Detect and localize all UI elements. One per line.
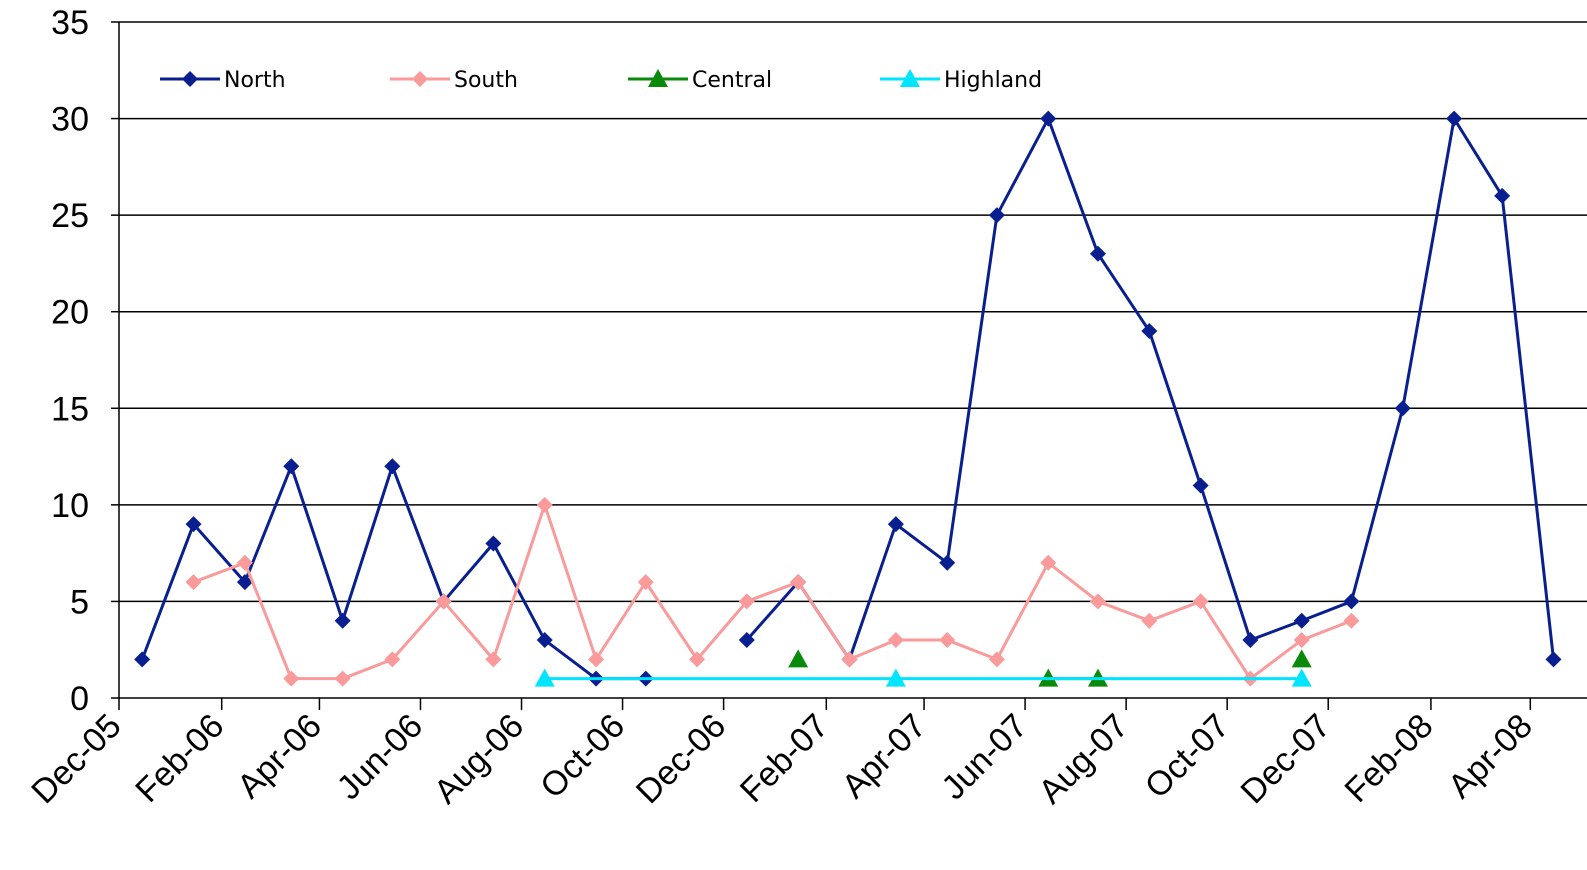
data-point (1293, 612, 1310, 629)
data-point (887, 632, 904, 649)
x-tick-label: Feb-08 (1338, 707, 1441, 810)
axes (111, 21, 1587, 710)
legend-marker (900, 69, 920, 87)
data-point (988, 651, 1005, 668)
data-point (1040, 110, 1057, 127)
legend-label: Central (692, 68, 772, 93)
y-tick-label: 30 (51, 101, 89, 139)
data-point (885, 668, 906, 687)
y-tick-label: 15 (51, 390, 89, 428)
data-point (283, 670, 300, 687)
data-point (384, 651, 401, 668)
data-point (588, 651, 605, 668)
x-tick-label: Dec-06 (629, 707, 733, 811)
x-tick-label: Feb-06 (128, 707, 231, 810)
data-point (738, 593, 755, 610)
x-tick-label: Aug-06 (427, 707, 531, 811)
legend-marker (648, 69, 668, 87)
data-point (1089, 245, 1106, 262)
legend-label: Highland (944, 68, 1042, 93)
legend-item-central: Central (628, 68, 772, 93)
legend-label: South (454, 68, 518, 93)
data-point (887, 516, 904, 533)
x-tick-label: Dec-07 (1233, 707, 1337, 811)
data-point (841, 651, 858, 668)
y-tick-label: 0 (70, 680, 89, 718)
x-tick-label: Aug-07 (1031, 707, 1135, 811)
data-point (1293, 632, 1310, 649)
y-tick-label: 35 (51, 4, 89, 42)
data-point (1040, 554, 1057, 571)
data-point (1343, 612, 1360, 629)
data-point (1141, 612, 1158, 629)
data-point (1545, 651, 1562, 668)
x-tick-label: Jun-06 (330, 707, 430, 807)
data-point (236, 554, 253, 571)
data-point (435, 593, 452, 610)
series-south (185, 496, 1360, 687)
data-point (738, 632, 755, 649)
legend-item-highland: Highland (880, 68, 1042, 93)
data-point (1291, 649, 1312, 668)
series-highland (534, 668, 1312, 687)
data-point (788, 649, 809, 668)
data-point (1089, 593, 1106, 610)
x-tick-label: Apr-07 (835, 707, 934, 806)
x-tick-label: Jun-07 (934, 707, 1034, 807)
data-point (988, 207, 1005, 224)
y-tick-label: 10 (51, 487, 89, 525)
x-tick-label: Feb-07 (733, 707, 836, 810)
data-point (334, 670, 351, 687)
data-point (236, 574, 253, 591)
data-point (185, 516, 202, 533)
data-point (1343, 593, 1360, 610)
data-point (1291, 668, 1312, 687)
data-point (534, 668, 555, 687)
x-tick-label: Dec-05 (24, 707, 128, 811)
gridlines (119, 21, 1587, 603)
series-north (134, 110, 1562, 687)
y-axis-tick-labels: 0 5 10 15 20 25 30 35 (51, 4, 89, 718)
data-point (1192, 593, 1209, 610)
data-point (485, 535, 502, 552)
data-point (1141, 323, 1158, 340)
legend-item-north: North (160, 68, 286, 93)
legend-marker (182, 71, 198, 87)
data-point (1494, 187, 1511, 204)
series-line (193, 503, 1352, 681)
data-point (134, 651, 151, 668)
legend-marker (412, 71, 428, 87)
data-point (939, 554, 956, 571)
x-tick-label: Oct-07 (1138, 707, 1237, 806)
series-central (788, 649, 1312, 687)
legend-label: North (224, 68, 286, 93)
data-point (485, 651, 502, 668)
x-tick-label: Oct-06 (533, 707, 632, 806)
data-point (790, 574, 807, 591)
data-point (1192, 477, 1209, 494)
data-point (1242, 632, 1259, 649)
y-tick-label: 5 (70, 583, 89, 621)
data-point (536, 632, 553, 649)
data-point (283, 458, 300, 475)
data-point (637, 574, 654, 591)
y-tick-label: 20 (51, 294, 89, 332)
data-point (334, 612, 351, 629)
x-tick-label: Apr-06 (230, 707, 329, 806)
series-layer (134, 110, 1562, 687)
y-tick-label: 25 (51, 197, 89, 235)
data-point (689, 651, 706, 668)
data-point (1446, 110, 1463, 127)
x-tick-label: Apr-08 (1441, 707, 1540, 806)
data-point (939, 632, 956, 649)
data-point (536, 496, 553, 513)
legend: North South Central Highland (160, 68, 1042, 93)
data-point (1394, 400, 1411, 417)
series-line (745, 117, 1555, 661)
legend-item-south: South (390, 68, 518, 93)
data-point (384, 458, 401, 475)
data-point (185, 574, 202, 591)
